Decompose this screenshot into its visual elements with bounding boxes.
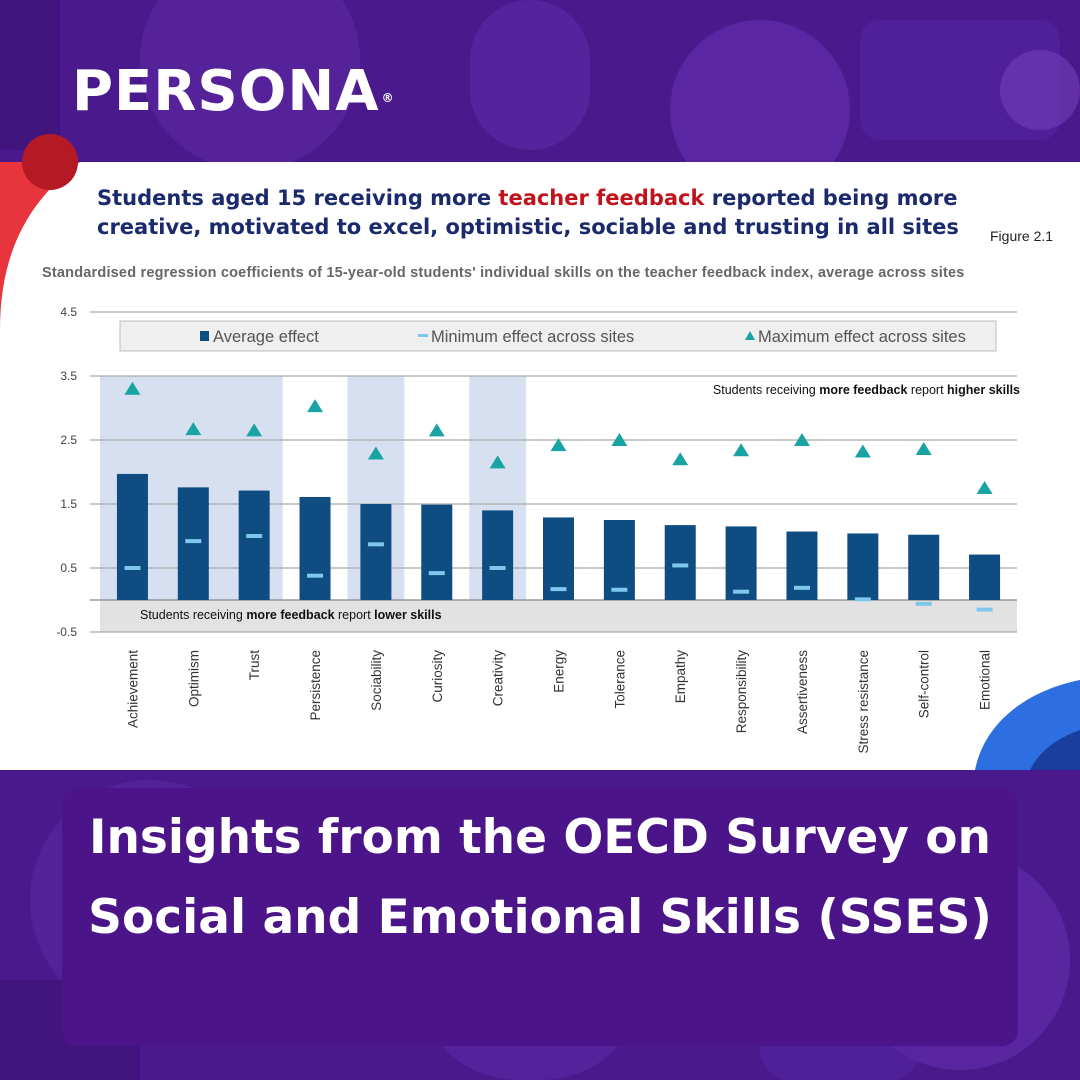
- marker-maximum-energy: [550, 438, 567, 452]
- bar-average-curiosity: [421, 504, 453, 600]
- figure-number: Figure 2.1: [990, 228, 1054, 244]
- y-tick-label: 4.5: [60, 305, 77, 319]
- marker-maximum-responsibility: [733, 443, 750, 457]
- y-tick-label: 0.5: [60, 561, 77, 575]
- marker-maximum-tolerance: [611, 433, 628, 446]
- x-tick-label: Energy: [552, 650, 567, 693]
- title-part-1: Students aged 15 receiving more: [97, 186, 499, 210]
- x-tick-label: Assertiveness: [795, 650, 810, 734]
- bar-average-tolerance: [603, 520, 635, 600]
- bar-average-energy: [543, 517, 574, 600]
- y-tick-label: 1.5: [60, 497, 77, 511]
- x-tick-label: Creativity: [491, 650, 506, 707]
- x-tick-label: Tolerance: [612, 650, 627, 709]
- x-tick-label: Trust: [247, 650, 262, 680]
- figure-title: Students aged 15 receiving more teacher …: [97, 184, 977, 242]
- bar-average-responsibility: [725, 526, 757, 600]
- marker-maximum-optimism: [185, 422, 202, 436]
- title-highlight: teacher feedback: [498, 186, 705, 210]
- bar-chart: 4.5 3.5 2.5 1.5 0.5 -0.5 Average effect Minimum…: [56, 305, 1020, 754]
- marker-minimum-persistence: [307, 573, 324, 578]
- brand-logo: PERSONA ®: [72, 60, 395, 124]
- marker-maximum-curiosity: [428, 423, 445, 437]
- x-tick-label: Sociability: [369, 650, 384, 711]
- annotation-lower-skills: Students receiving more feedback report …: [140, 608, 442, 622]
- marker-maximum-empathy: [672, 452, 689, 466]
- marker-minimum-trust: [246, 534, 263, 538]
- bar-average-empathy: [664, 525, 696, 600]
- marker-minimum-responsibility: [733, 589, 750, 594]
- legend-swatch: [418, 334, 428, 337]
- marker-maximum-stress-resistance: [854, 444, 871, 458]
- legend-swatch: [745, 331, 755, 340]
- logo-text: PERSONA: [72, 59, 380, 124]
- bar-average-emotional: [969, 554, 1001, 600]
- x-tick-label: Achievement: [125, 650, 140, 728]
- marker-maximum-self-control: [915, 441, 932, 455]
- bar-average-achievement: [116, 473, 148, 600]
- x-tick-label: Optimism: [186, 650, 201, 707]
- figure-subtitle: Standardised regression coefficients of …: [42, 265, 965, 281]
- marker-maximum-assertiveness: [793, 433, 810, 446]
- marker-minimum-sociability: [367, 542, 384, 547]
- marker-minimum-self-control: [915, 601, 932, 606]
- marker-minimum-assertiveness: [793, 585, 810, 590]
- legend-label: Average effect: [213, 328, 319, 346]
- marker-maximum-sociability: [367, 446, 384, 460]
- bar-average-creativity: [482, 510, 514, 600]
- marker-maximum-trust: [246, 423, 263, 437]
- x-tick-label: Curiosity: [430, 650, 445, 703]
- marker-minimum-optimism: [185, 539, 202, 544]
- marker-maximum-persistence: [307, 399, 324, 413]
- y-tick-label: 2.5: [60, 433, 77, 447]
- title-part-2: reported being more creative, motivated …: [97, 186, 959, 239]
- marker-minimum-emotional: [976, 607, 993, 612]
- bar-average-trust: [238, 490, 270, 600]
- lower-skills-band: [100, 600, 1017, 632]
- marker-minimum-stress-resistance: [854, 597, 871, 602]
- marker-minimum-achievement: [124, 566, 141, 570]
- legend-label: Maximum effect across sites: [758, 328, 966, 346]
- bar-average-optimism: [177, 487, 209, 600]
- marker-maximum-creativity: [489, 455, 506, 469]
- x-tick-label: Persistence: [308, 650, 323, 721]
- bar-average-persistence: [299, 496, 331, 600]
- x-tick-label: Stress resistance: [856, 650, 871, 754]
- x-tick-label: Responsibility: [734, 650, 749, 734]
- legend-label: Minimum effect across sites: [431, 328, 634, 346]
- x-tick-label: Self-control: [917, 650, 932, 718]
- bar-average-stress-resistance: [847, 533, 879, 600]
- marker-minimum-curiosity: [428, 571, 445, 576]
- x-tick-label: Emotional: [978, 650, 993, 710]
- bar-average-self-control: [908, 534, 940, 600]
- x-tick-label: Empathy: [673, 650, 688, 704]
- legend-box: [119, 320, 997, 352]
- figure-card: Students aged 15 receiving more teacher …: [0, 162, 1080, 770]
- registered-mark: ®: [381, 91, 395, 105]
- marker-minimum-tolerance: [611, 587, 628, 592]
- y-tick-label: 3.5: [60, 369, 77, 383]
- y-tick-label: -0.5: [56, 625, 77, 639]
- bar-average-sociability: [360, 504, 392, 600]
- marker-minimum-creativity: [489, 566, 506, 570]
- marker-minimum-energy: [550, 587, 567, 592]
- annotation-higher-skills: Students receiving more feedback report …: [713, 383, 1020, 397]
- legend-swatch: [200, 331, 209, 341]
- caption-box: [62, 788, 1018, 1046]
- marker-minimum-empathy: [672, 563, 689, 568]
- caption-text: Insights from the OECD Survey on Social …: [88, 810, 992, 945]
- marker-maximum-achievement: [124, 381, 141, 395]
- marker-maximum-emotional: [976, 481, 993, 494]
